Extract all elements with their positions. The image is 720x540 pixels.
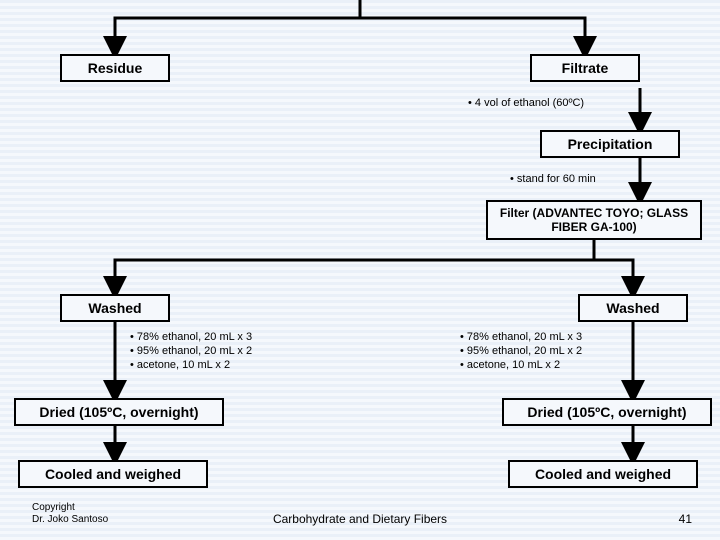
note-wash-left-3: • acetone, 10 mL x 2 — [130, 358, 230, 372]
box-washed-left: Washed — [60, 294, 170, 322]
box-washed-right: Washed — [578, 294, 688, 322]
note-wash-right-2: • 95% ethanol, 20 mL x 2 — [460, 344, 582, 358]
note-ethanol-4vol: • 4 vol of ethanol (60ºC) — [468, 96, 584, 110]
box-filter: Filter (ADVANTEC TOYO; GLASS FIBER GA-10… — [486, 200, 702, 240]
box-dried-right: Dried (105ºC, overnight) — [502, 398, 712, 426]
note-wash-right-3: • acetone, 10 mL x 2 — [460, 358, 560, 372]
box-dried-left: Dried (105ºC, overnight) — [14, 398, 224, 426]
box-filtrate: Filtrate — [530, 54, 640, 82]
box-cooled-right: Cooled and weighed — [508, 460, 698, 488]
note-wash-left-1: • 78% ethanol, 20 mL x 3 — [130, 330, 252, 344]
footer-page-number: 41 — [679, 512, 692, 526]
note-wash-left-2: • 95% ethanol, 20 mL x 2 — [130, 344, 252, 358]
box-precipitation: Precipitation — [540, 130, 680, 158]
footer-title: Carbohydrate and Dietary Fibers — [0, 512, 720, 526]
note-stand-60: • stand for 60 min — [510, 172, 596, 186]
note-wash-right-1: • 78% ethanol, 20 mL x 3 — [460, 330, 582, 344]
box-cooled-left: Cooled and weighed — [18, 460, 208, 488]
box-residue: Residue — [60, 54, 170, 82]
